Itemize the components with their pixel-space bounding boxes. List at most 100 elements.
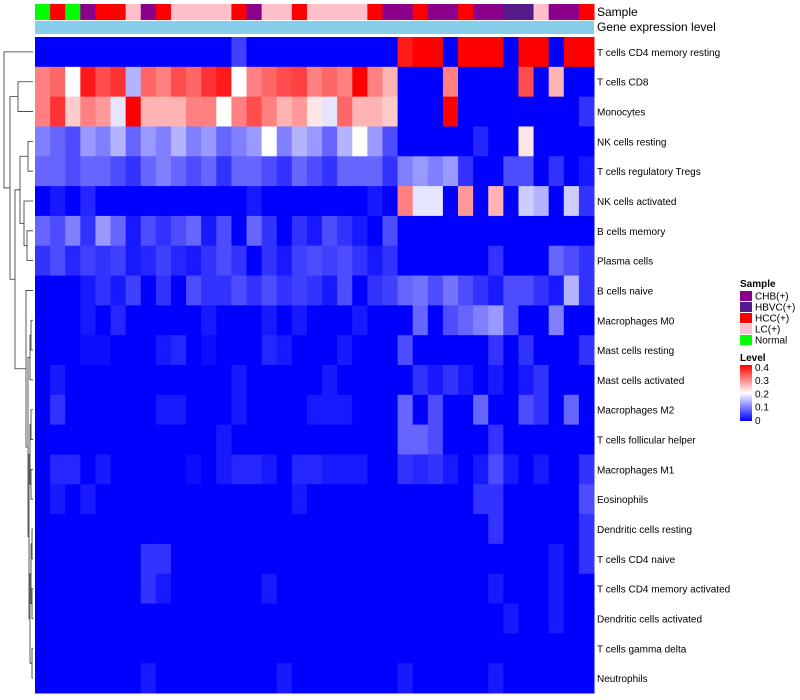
- heatmap-cell: [352, 543, 368, 575]
- heatmap-cell: [50, 335, 66, 366]
- heatmap-cell: [261, 484, 278, 515]
- heatmap-cell: [533, 394, 550, 426]
- heatmap-cell: [291, 335, 308, 366]
- heatmap-cell: [186, 484, 202, 515]
- sample-annotation-cell: [382, 4, 399, 20]
- heatmap-cell: [110, 215, 127, 247]
- heatmap-cell: [155, 633, 172, 664]
- heatmap-cell: [125, 245, 142, 277]
- heatmap-cell: [276, 335, 293, 366]
- heatmap-cell: [533, 215, 550, 247]
- heatmap-cell: [216, 66, 232, 98]
- heatmap-cell: [186, 305, 202, 336]
- sample-annotation-cell: [125, 4, 142, 20]
- legend-level-tick: 0.3: [755, 376, 769, 387]
- heatmap-cell: [458, 543, 474, 575]
- heatmap-cell: [337, 663, 353, 694]
- heatmap-cell: [578, 663, 595, 694]
- heatmap-cell: [382, 96, 399, 127]
- heatmap-cell: [276, 365, 293, 396]
- heatmap-cell: [80, 484, 96, 515]
- heatmap-cell: [337, 186, 353, 217]
- heatmap-cell: [427, 543, 444, 575]
- heatmap-cell: [35, 66, 51, 98]
- heatmap-cell: [382, 573, 399, 605]
- sample-annotation-cell: [35, 4, 51, 20]
- heatmap-cell: [367, 186, 383, 217]
- heatmap-cell: [563, 126, 580, 157]
- heatmap-cell: [140, 126, 157, 157]
- heatmap-cell: [473, 603, 489, 634]
- heatmap-cell: [65, 484, 81, 515]
- heatmap-cell: [216, 424, 232, 455]
- heatmap-cell: [261, 365, 278, 396]
- heatmap-cell: [442, 663, 459, 694]
- heatmap-cell: [170, 37, 187, 68]
- heatmap-cell: [261, 96, 278, 127]
- heatmap-cell: [261, 394, 278, 426]
- heatmap-cell: [412, 66, 429, 98]
- heatmap-cell: [442, 543, 459, 575]
- heatmap-cell: [95, 484, 112, 515]
- heatmap-cell: [427, 66, 444, 98]
- heatmap-cell: [458, 514, 474, 545]
- sample-annotation-cell: [201, 4, 217, 20]
- heatmap-cell: [35, 663, 51, 694]
- heatmap-cell: [95, 215, 112, 247]
- heatmap-cell: [291, 633, 308, 664]
- heatmap-cell: [35, 156, 51, 187]
- heatmap-cell: [140, 66, 157, 98]
- heatmap-cell: [397, 96, 414, 127]
- dendrogram-branch: [3, 51, 33, 189]
- heatmap-cell: [110, 394, 127, 426]
- heatmap-cell: [246, 186, 263, 217]
- heatmap-cell: [518, 37, 535, 68]
- heatmap-cell: [337, 365, 353, 396]
- heatmap-cell: [352, 215, 368, 247]
- heatmap-cell: [352, 335, 368, 366]
- heatmap-cell: [186, 215, 202, 247]
- heatmap-cell: [473, 215, 489, 247]
- heatmap-cell: [503, 603, 519, 634]
- heatmap-cell: [80, 663, 96, 694]
- heatmap-cell: [518, 484, 535, 515]
- heatmap-cell: [442, 633, 459, 664]
- heatmap-cell: [80, 633, 96, 664]
- heatmap-cell: [231, 305, 248, 336]
- heatmap-cell: [458, 484, 474, 515]
- heatmap-cell: [306, 275, 323, 306]
- heatmap-cell: [533, 663, 550, 694]
- heatmap-cell: [412, 663, 429, 694]
- heatmap-cell: [412, 126, 429, 157]
- heatmap-cell: [50, 186, 66, 217]
- heatmap-cell: [548, 335, 565, 366]
- heatmap-cell: [95, 126, 112, 157]
- heatmap-cell: [170, 335, 187, 366]
- heatmap-cell: [110, 543, 127, 575]
- heatmap-cell: [35, 424, 51, 455]
- heatmap-cell: [518, 96, 535, 127]
- sample-annotation-cell: [246, 4, 263, 20]
- heatmap-cell: [201, 573, 217, 605]
- heatmap-cell: [186, 603, 202, 634]
- heatmap-cell: [382, 245, 399, 277]
- expression-annotation-bar: [35, 21, 594, 34]
- heatmap-cell: [35, 96, 51, 127]
- heatmap-cell: [276, 543, 293, 575]
- heatmap-cell: [322, 663, 338, 694]
- heatmap-cell: [186, 394, 202, 426]
- heatmap-cell: [231, 663, 248, 694]
- heatmap-cell: [216, 335, 232, 366]
- heatmap-cell: [458, 454, 474, 485]
- heatmap-cell: [110, 245, 127, 277]
- heatmap-cell: [382, 514, 399, 545]
- heatmap-cell: [201, 335, 217, 366]
- heatmap-cell: [458, 424, 474, 455]
- heatmap-cell: [231, 186, 248, 217]
- sample-annotation-cell: [578, 4, 595, 20]
- heatmap-cell: [231, 394, 248, 426]
- heatmap-cell: [231, 454, 248, 485]
- heatmap-cell: [337, 543, 353, 575]
- heatmap-cell: [155, 305, 172, 336]
- heatmap-cell: [322, 484, 338, 515]
